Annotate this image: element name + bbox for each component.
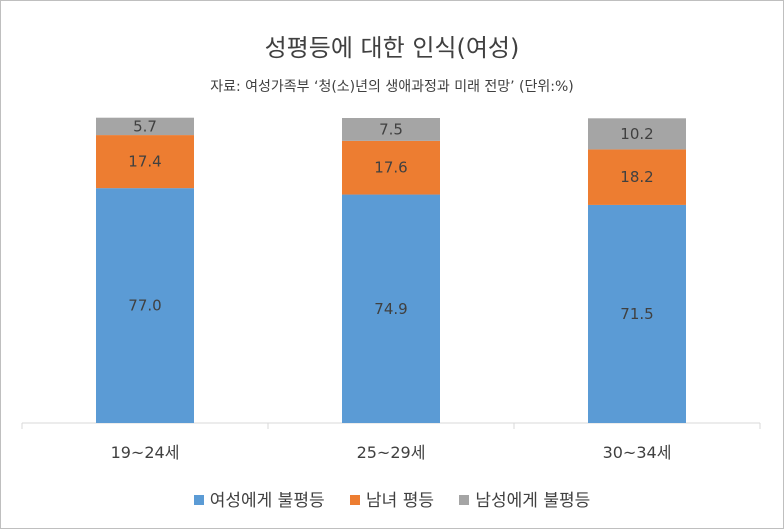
bar-segment — [342, 194, 440, 423]
legend-swatch — [459, 495, 470, 505]
bar-segment — [96, 117, 194, 136]
bar-segment — [96, 188, 194, 423]
data-label: 7.5 — [379, 120, 403, 138]
data-label: 10.2 — [620, 125, 653, 143]
bar-segment — [588, 118, 686, 150]
data-label: 17.6 — [374, 159, 407, 177]
chart-title: 성평등에 대한 인식(여성) — [264, 34, 520, 62]
x-tick-label: 30~34세 — [603, 443, 672, 462]
legend-label: 남성에게 불평등 — [475, 491, 591, 511]
data-label: 18.2 — [620, 168, 653, 186]
legend-item: 여성에게 불평등 — [193, 486, 325, 511]
bar-segment — [588, 149, 686, 205]
data-label: 17.4 — [128, 153, 161, 171]
bar-segment — [588, 204, 686, 423]
bar-segment — [342, 118, 440, 141]
legend-label: 여성에게 불평등 — [209, 491, 325, 511]
legend-swatch — [350, 495, 361, 505]
bar-segment — [96, 135, 194, 189]
x-tick-label: 25~29세 — [357, 443, 426, 462]
chart-subtitle: 자료: 여성가족부 ‘청(소)년의 생애과정과 미래 전망’ (단위:%) — [210, 79, 574, 95]
data-label: 74.9 — [374, 300, 407, 318]
bar-segment — [342, 140, 440, 195]
legend-item: 남녀 평등 — [350, 486, 434, 511]
data-label: 5.7 — [133, 117, 157, 135]
x-tick-label: 19~24세 — [111, 443, 180, 462]
chart-legend: 여성에게 불평등 남녀 평등 남성에게 불평등 — [0, 486, 784, 511]
data-label: 71.5 — [620, 305, 653, 323]
legend-label: 남녀 평등 — [366, 491, 434, 511]
data-label: 77.0 — [128, 297, 161, 315]
legend-item: 남성에게 불평등 — [459, 486, 590, 511]
legend-swatch — [193, 495, 204, 505]
